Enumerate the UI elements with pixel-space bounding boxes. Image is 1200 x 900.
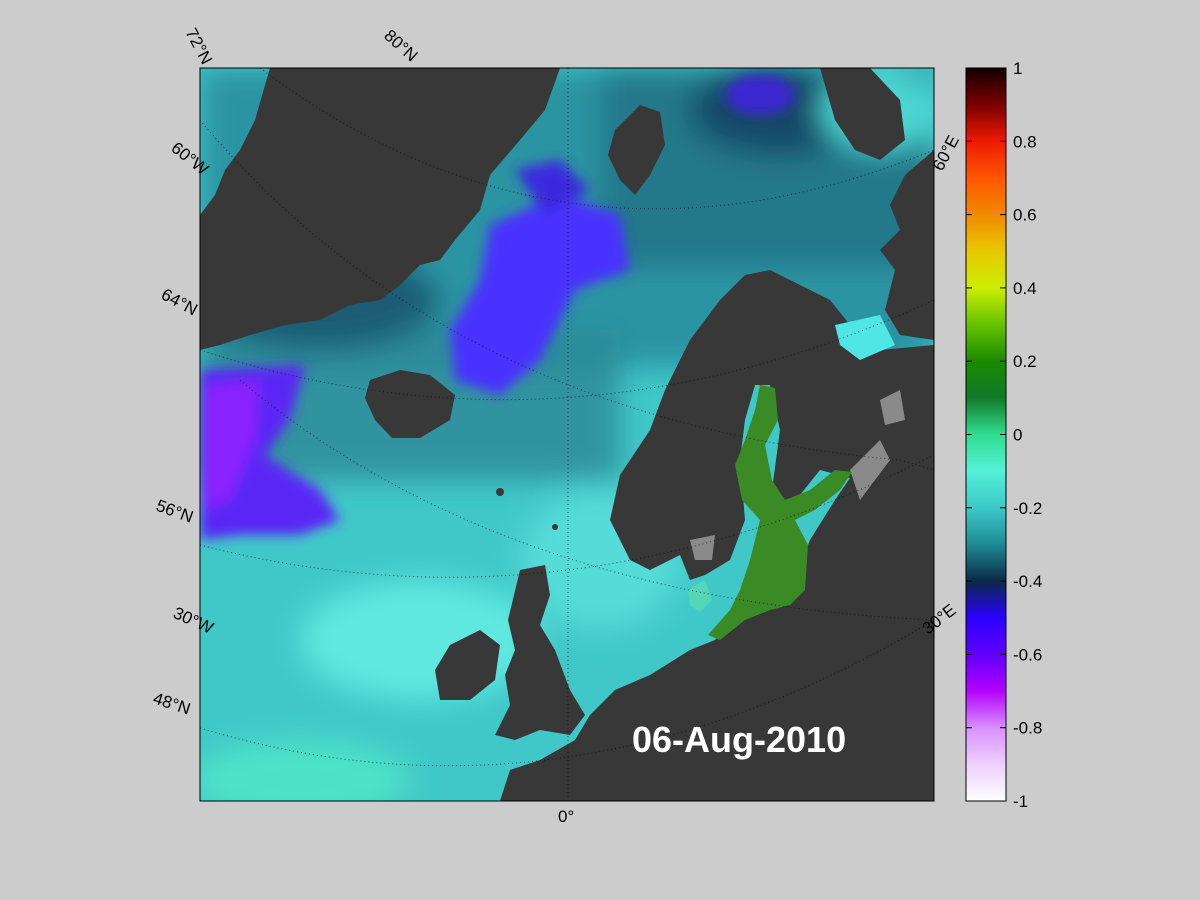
skagerrak-water [688, 580, 712, 612]
colorbar-tick-label: 0.6 [1013, 206, 1037, 225]
novaya-zemlya-landmass [820, 68, 905, 160]
colorbar-tick-label: 0.2 [1013, 352, 1037, 371]
lon-label-0: 0° [558, 807, 574, 826]
lat-label-72n: 72°N [181, 25, 216, 67]
great-britain-landmass [495, 565, 585, 740]
colorbar-ticks: 1 0.8 0.6 0.4 0.2 0 -0.2 -0.4 -0.6 -0.8 -1 [966, 59, 1042, 811]
colorbar-tick-label: -0.8 [1013, 719, 1042, 738]
lat-label-56n: 56°N [154, 496, 196, 527]
lat-label-80n: 80°N [380, 26, 421, 66]
colorbar-tick-label: 0.4 [1013, 279, 1037, 298]
faroe-islands [496, 488, 504, 496]
colorbar-tick-label: -0.6 [1013, 645, 1042, 664]
graticule-lines [200, 68, 934, 801]
shetland-islands [552, 524, 558, 530]
colorbar-tick-label: -0.4 [1013, 572, 1042, 591]
map-panel: 06-Aug-2010 [200, 68, 934, 801]
colorbar: 1 0.8 0.6 0.4 0.2 0 -0.2 -0.4 -0.6 -0.8 -1 [965, 59, 1042, 811]
greenland-landmass [200, 68, 560, 350]
date-label: 06-Aug-2010 [632, 719, 846, 760]
negative-anomaly-patches [200, 75, 795, 540]
iceland-landmass [365, 370, 455, 438]
svalbard-landmass [608, 105, 665, 195]
baltic-positive-anomaly [708, 385, 852, 640]
colorbar-tick-label: 1 [1013, 59, 1022, 78]
lat-label-48n: 48°N [151, 689, 193, 719]
colorbar-tick-label: -0.2 [1013, 499, 1042, 518]
colorbar-tick-label: -1 [1013, 792, 1028, 811]
map-frame [199, 67, 935, 802]
lat-label-64n: 64°N [158, 285, 200, 320]
colorbar-tick-label: 0.8 [1013, 132, 1037, 151]
land-masses [200, 68, 934, 801]
white-sea-water [835, 315, 895, 360]
colorbar-tick-label: 0 [1013, 426, 1022, 445]
russia-landmass [880, 150, 934, 340]
scandinavia-landmass [500, 270, 934, 801]
colorbar-fill [966, 68, 1006, 801]
ireland-landmass [435, 630, 500, 700]
